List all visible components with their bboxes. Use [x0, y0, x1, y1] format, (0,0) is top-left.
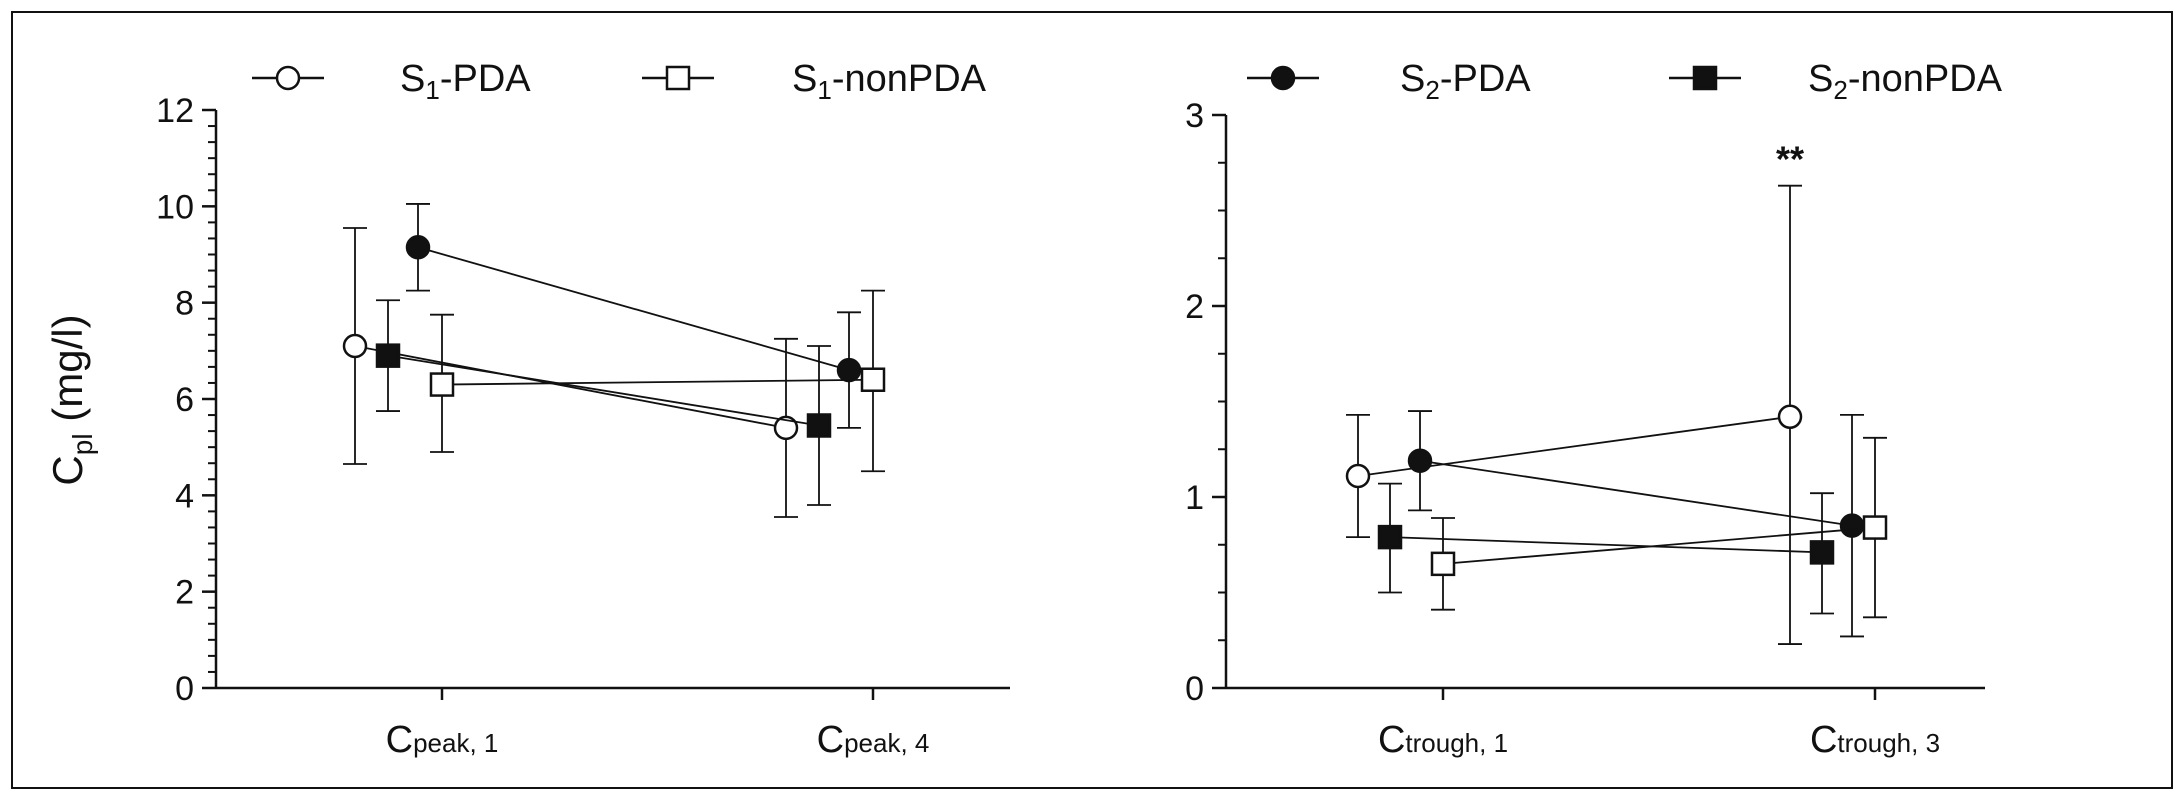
data-point: [806, 413, 832, 438]
data-point-marker: [1377, 524, 1403, 550]
data-point-marker: [342, 333, 368, 359]
data-point-marker: [1407, 448, 1433, 473]
series-s1-pda: [1345, 184, 1803, 645]
legend-entry: S1-nonPDA: [642, 58, 987, 105]
legend-entry: S2-PDA: [1247, 58, 1531, 105]
y-tick-label: 6: [175, 381, 194, 419]
y-tick-label: 3: [1185, 97, 1204, 135]
chart-panel-right: 0 1 2 3 Ctrough, 1 Ctrough, 3 ** S2-PDA S2-nonPD…: [1185, 58, 2003, 761]
y-tick-label: 12: [156, 92, 194, 130]
legend-marker: [1692, 65, 1718, 91]
data-point: [1839, 513, 1865, 538]
series-s1-nonpda: [429, 289, 886, 473]
data-point: [1809, 540, 1835, 565]
figure-border: [11, 11, 2173, 789]
y-axis-label: Cpl (mg/l): [44, 314, 98, 485]
data-point-marker: [860, 367, 886, 392]
data-point: [1407, 448, 1433, 473]
data-point-marker: [806, 413, 832, 438]
data-point: [342, 333, 368, 359]
series-s2-pda: [1407, 410, 1865, 638]
y-tick-label: 4: [175, 477, 194, 515]
data-point-marker: [836, 357, 862, 383]
data-point: [1345, 463, 1371, 489]
significance-annotation: **: [1776, 139, 1804, 180]
data-point: [405, 235, 431, 260]
series-line: [1442, 526, 1876, 565]
x-category-label: Cpeak, 1: [386, 719, 499, 761]
y-tick-label: 0: [175, 670, 194, 708]
series-line: [441, 378, 874, 386]
data-point: [836, 357, 862, 383]
data-point-marker: [429, 372, 455, 397]
x-category-label: Cpeak, 4: [817, 719, 930, 761]
legend-entry: S2-nonPDA: [1669, 58, 2003, 105]
series-line: [1419, 459, 1853, 527]
series-s1-pda: [342, 227, 799, 518]
data-point: [773, 415, 799, 441]
data-point-marker: [375, 343, 401, 368]
series-line: [387, 354, 820, 427]
series-s2-pda: [405, 203, 862, 429]
legend-label: S1-PDA: [400, 58, 531, 105]
data-point-marker: [405, 235, 431, 260]
data-point-marker: [1862, 515, 1888, 540]
series-s2-nonpda: [375, 299, 832, 506]
data-point: [1377, 524, 1403, 550]
data-point: [429, 372, 455, 397]
data-point-marker: [1430, 551, 1456, 577]
legend-marker: [275, 65, 301, 91]
x-category-label: Ctrough, 3: [1810, 719, 1940, 761]
y-tick-label: 1: [1185, 479, 1204, 517]
data-point: [1430, 551, 1456, 577]
data-point-marker: [1345, 463, 1371, 489]
series-line: [354, 345, 787, 429]
data-point-marker: [1777, 404, 1803, 430]
data-point: [1862, 515, 1888, 540]
x-category-label: Ctrough, 1: [1378, 719, 1508, 761]
y-tick-label: 2: [175, 574, 194, 612]
data-point: [1777, 404, 1803, 430]
data-point-marker: [773, 415, 799, 441]
legend-label: S2-PDA: [1400, 58, 1531, 105]
y-tick-label: 8: [175, 285, 194, 323]
series-line: [1389, 536, 1823, 554]
series-s1-nonpda: [1430, 436, 1888, 619]
data-point: [375, 343, 401, 368]
series-line: [417, 246, 850, 371]
legend-marker: [665, 65, 691, 91]
legend-entry: S1-PDA: [252, 58, 531, 105]
chart-panel-left: 0 2 4 6 8 10 12 Cpeak, 1 Cpeak, 4 Cpl (mg/l) S1-PD…: [44, 58, 1010, 761]
legend-marker: [1270, 65, 1296, 91]
data-point-marker: [1809, 540, 1835, 565]
legend-label: S1-nonPDA: [792, 58, 987, 105]
data-point: [860, 367, 886, 392]
legend-label: S2-nonPDA: [1808, 58, 2003, 105]
y-tick-label: 0: [1185, 670, 1204, 708]
y-tick-label: 2: [1185, 288, 1204, 326]
y-tick-label: 10: [156, 188, 194, 226]
series-s2-nonpda: [1377, 482, 1835, 615]
data-point-marker: [1839, 513, 1865, 538]
